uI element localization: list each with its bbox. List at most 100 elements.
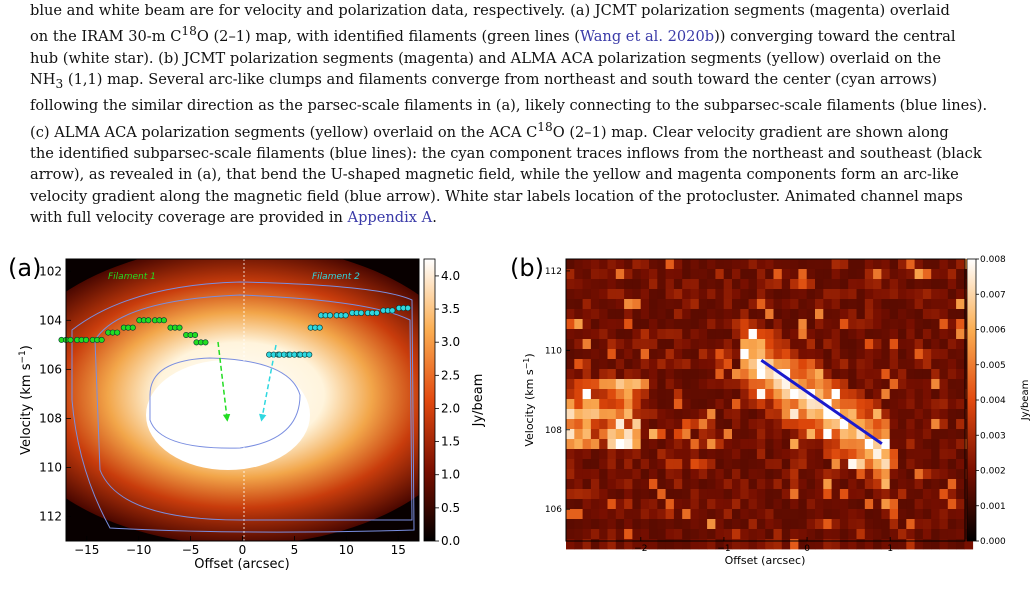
heatmap-cell <box>831 439 841 450</box>
heatmap-cell <box>748 399 758 410</box>
heatmap-cell <box>947 529 957 540</box>
heatmap-cell <box>566 419 575 430</box>
heatmap-cell <box>624 369 633 380</box>
heatmap-cell <box>566 289 575 300</box>
heatmap-cell <box>790 349 799 360</box>
heatmap-cell <box>898 529 907 540</box>
heatmap-cell <box>640 469 650 480</box>
heatmap-cell <box>690 309 700 320</box>
heatmap-cell <box>765 479 774 490</box>
heatmap-cell <box>848 379 857 390</box>
heatmap-cell <box>856 369 866 380</box>
heatmap-cell <box>582 439 592 450</box>
heatmap-cell <box>574 379 583 390</box>
heatmap-cell <box>956 529 965 540</box>
heatmap-cell <box>848 489 857 500</box>
heatmap-cell <box>765 269 774 280</box>
heatmap-cell <box>906 309 915 320</box>
heatmap-cell <box>922 339 932 350</box>
heatmap-cell <box>624 299 633 310</box>
heatmap-cell <box>682 379 691 390</box>
heatmap-cell <box>881 529 891 540</box>
panel-a-colorbar <box>423 258 436 542</box>
heatmap-cell <box>898 389 907 400</box>
heatmap-cell <box>798 539 808 550</box>
heatmap-cell <box>665 359 675 370</box>
heatmap-cell <box>624 419 633 430</box>
heatmap-cell <box>624 449 633 460</box>
filament-point <box>333 312 340 319</box>
heatmap-cell <box>607 269 617 280</box>
heatmap-cell <box>964 529 974 540</box>
heatmap-cell <box>574 499 583 510</box>
heatmap-cell <box>856 429 866 440</box>
heatmap-cell <box>732 419 741 430</box>
heatmap-cell <box>665 289 675 300</box>
heatmap-cell <box>806 309 816 320</box>
heatmap-cell <box>815 279 824 290</box>
heatmap-cell <box>931 259 940 270</box>
heatmap-cell <box>914 359 924 370</box>
heatmap-cell <box>690 299 700 310</box>
filament-point <box>167 324 174 331</box>
heatmap-cell <box>657 309 666 320</box>
heatmap-cell <box>856 289 866 300</box>
citation-link[interactable]: Wang et al. 2020b <box>580 28 715 46</box>
y-tick-label: 106 <box>545 505 562 515</box>
heatmap-cell <box>740 299 749 310</box>
contour-middle <box>94 294 413 521</box>
heatmap-cell <box>881 479 891 490</box>
heatmap-cell <box>665 419 675 430</box>
heatmap-cell <box>939 259 949 270</box>
heatmap-cell <box>864 399 874 410</box>
heatmap-cell <box>599 409 608 420</box>
heatmap-cell <box>806 339 816 350</box>
heatmap-cell <box>922 289 932 300</box>
heatmap-cell <box>665 509 675 520</box>
heatmap-cell <box>665 279 675 290</box>
heatmap-cell <box>682 439 691 450</box>
caption-line: NH <box>30 71 56 89</box>
heatmap-cell <box>839 339 849 350</box>
heatmap-cell <box>898 459 907 470</box>
heatmap-cell <box>781 499 791 510</box>
heatmap-cell <box>889 369 899 380</box>
heatmap-cell <box>848 269 857 280</box>
heatmap-cell <box>914 269 924 280</box>
heatmap-cell <box>848 519 857 530</box>
heatmap-cell <box>947 309 957 320</box>
heatmap-cell <box>831 519 841 530</box>
heatmap-cell <box>873 449 882 460</box>
heatmap-cell <box>624 499 633 510</box>
heatmap-cell <box>881 509 891 520</box>
heatmap-cell <box>673 449 683 460</box>
heatmap-cell <box>939 349 949 360</box>
filament-point <box>327 312 334 319</box>
heatmap-cell <box>715 369 725 380</box>
heatmap-cell <box>839 289 849 300</box>
heatmap-cell <box>740 329 749 340</box>
heatmap-cell <box>715 529 725 540</box>
heatmap-cell <box>956 519 965 530</box>
heatmap-cell <box>624 519 633 530</box>
heatmap-cell <box>715 429 725 440</box>
heatmap-cell <box>566 329 575 340</box>
heatmap-cell <box>640 419 650 430</box>
heatmap-cell <box>657 299 666 310</box>
filament-2-points <box>266 305 411 358</box>
heatmap-cell <box>590 469 600 480</box>
appendix-link[interactable]: Appendix A <box>347 209 433 227</box>
heatmap-cell <box>673 299 683 310</box>
heatmap-cell <box>873 329 882 340</box>
heatmap-cell <box>590 459 600 470</box>
heatmap-cell <box>947 539 957 550</box>
heatmap-cell <box>773 319 783 330</box>
heatmap-cell <box>914 529 924 540</box>
heatmap-cell <box>873 339 882 350</box>
heatmap-cell <box>748 449 758 460</box>
heatmap-cell <box>640 449 650 460</box>
heatmap-cell <box>566 319 575 330</box>
heatmap-cell <box>657 489 666 500</box>
y-tick-label: 104 <box>39 313 62 327</box>
heatmap-cell <box>640 439 650 450</box>
